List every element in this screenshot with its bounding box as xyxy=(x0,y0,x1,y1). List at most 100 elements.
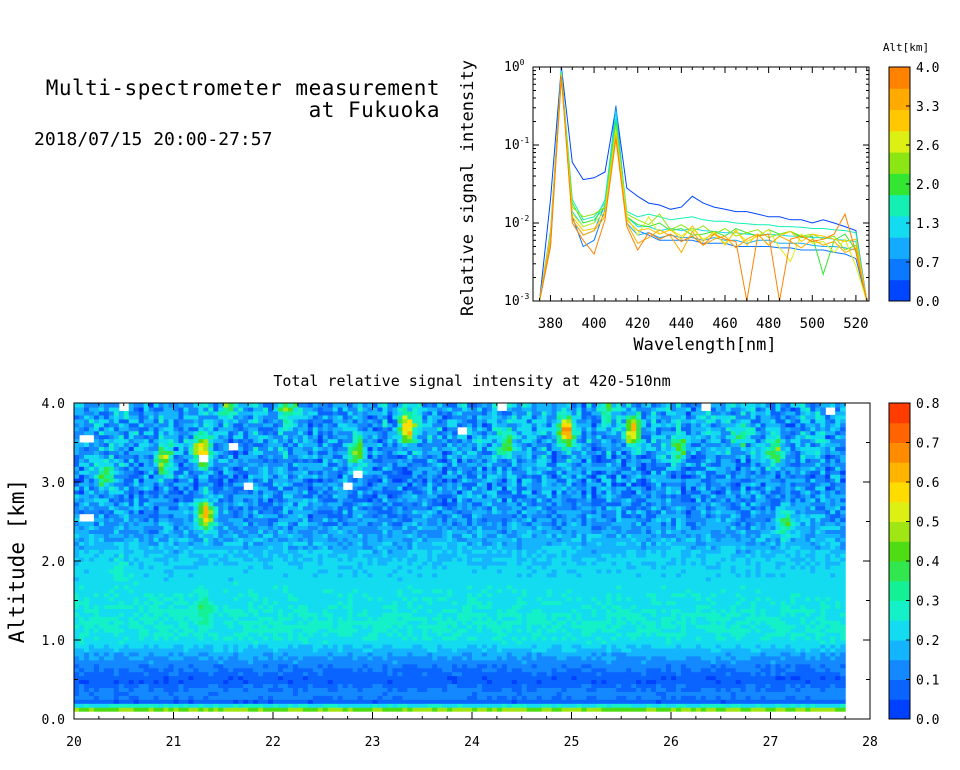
heatmap-cell xyxy=(810,663,816,669)
heatmap-cell xyxy=(601,588,607,594)
heatmap-cell xyxy=(830,616,836,621)
heatmap-cell xyxy=(820,671,826,677)
heatmap-cell xyxy=(183,596,190,602)
heatmap-cell xyxy=(243,683,249,688)
heatmap-cell xyxy=(740,636,747,641)
heatmap-cell xyxy=(238,596,244,602)
heatmap-cell xyxy=(297,699,304,704)
heatmap-cell xyxy=(516,620,523,625)
heatmap-cell xyxy=(481,703,488,708)
heatmap-cell xyxy=(233,687,239,692)
heatmap-cell xyxy=(163,647,170,653)
heatmap-cell xyxy=(571,667,578,673)
heatmap-cell xyxy=(651,691,657,696)
heatmap-cell xyxy=(725,616,732,621)
heatmap-cell xyxy=(750,616,757,621)
heatmap-cell xyxy=(700,667,707,673)
heatmap-cell xyxy=(626,667,632,673)
heatmap-cell xyxy=(626,608,632,613)
heatmap-cell xyxy=(770,604,777,609)
heatmap-cell xyxy=(730,651,737,657)
heatmap-cell xyxy=(437,640,443,645)
heatmap-cell xyxy=(98,655,105,661)
heatmap-cell xyxy=(616,679,622,685)
heatmap-cell xyxy=(133,687,140,692)
heatmap-cell xyxy=(467,596,473,602)
heatmap-cell xyxy=(735,679,742,685)
heatmap-cell xyxy=(675,667,682,673)
heatmap-cell xyxy=(775,695,782,700)
heatmap-cell xyxy=(730,707,737,712)
heatmap-cell xyxy=(830,588,836,594)
heatmap-cell xyxy=(820,592,826,598)
heatmap-cell xyxy=(501,691,508,696)
heatmap-cell xyxy=(118,707,125,712)
heatmap-cell xyxy=(108,691,115,696)
heatmap-cell xyxy=(83,612,90,617)
heatmap-cell xyxy=(795,663,801,669)
heatmap-cell xyxy=(113,628,120,633)
heatmap-cell xyxy=(253,600,259,606)
heatmap-cell xyxy=(685,691,692,696)
heatmap-cell xyxy=(457,632,463,637)
heatmap-cell xyxy=(785,667,791,673)
heatmap-cell xyxy=(765,640,772,645)
heatmap-cell xyxy=(835,675,841,681)
heatmap-cell xyxy=(342,695,349,700)
heatmap-cell xyxy=(506,683,513,688)
heatmap-cell xyxy=(128,683,135,688)
heatmap-cell xyxy=(720,655,727,661)
heatmap-cell xyxy=(163,612,170,617)
heatmap-cell xyxy=(153,647,160,653)
heatmap-cell xyxy=(616,659,622,665)
heatmap-cell xyxy=(178,683,185,688)
heatmap-cell xyxy=(347,695,354,700)
heatmap-cell xyxy=(601,687,607,692)
heatmap-cell xyxy=(297,687,304,692)
heatmap-cell xyxy=(462,663,468,669)
heatmap-cell xyxy=(695,687,702,692)
heatmap-cell xyxy=(83,632,90,637)
heatmap-cell xyxy=(238,655,244,661)
heatmap-cell xyxy=(407,643,413,649)
heatmap-cell xyxy=(820,663,826,669)
heatmap-cell xyxy=(417,679,423,685)
heatmap-cell xyxy=(526,699,533,704)
heatmap-cell xyxy=(531,703,538,708)
heatmap-cell xyxy=(636,667,642,673)
heatmap-cell xyxy=(496,588,503,594)
heatmap-cell xyxy=(223,651,229,657)
heatmap-cell xyxy=(98,703,105,708)
heatmap-cell xyxy=(815,612,821,617)
heatmap-cell xyxy=(253,707,259,712)
heatmap-cell xyxy=(790,628,796,633)
heatmap-cell xyxy=(840,687,846,692)
heatmap-cell xyxy=(357,675,364,681)
heatmap-cell xyxy=(661,596,667,602)
heatmap-cell xyxy=(556,636,563,641)
heatmap-cell xyxy=(481,608,488,613)
heatmap-cell xyxy=(447,643,453,649)
heatmap-cell xyxy=(128,643,135,649)
heatmap-cell xyxy=(74,636,80,641)
heatmap-cell xyxy=(666,699,672,704)
heatmap-cell xyxy=(128,596,135,602)
heatmap-cell xyxy=(820,624,826,629)
heatmap-cell xyxy=(830,600,836,606)
heatmap-cell xyxy=(243,616,249,621)
heatmap-cell xyxy=(690,640,697,645)
heatmap-cell xyxy=(710,707,717,712)
heatmap-cell xyxy=(775,604,782,609)
heatmap-cell xyxy=(541,655,548,661)
heatmap-cell xyxy=(755,707,762,712)
heatmap-cell xyxy=(581,687,588,692)
heatmap-cell xyxy=(367,628,374,633)
heatmap-cell xyxy=(715,624,722,629)
heatmap-cell xyxy=(148,608,155,613)
heatmap-cell xyxy=(750,632,757,637)
heatmap-cell xyxy=(452,695,458,700)
heatmap-cell xyxy=(740,659,747,665)
heatmap-cell xyxy=(805,683,811,688)
heatmap-cell xyxy=(586,624,592,629)
heatmap-cell xyxy=(228,707,234,712)
